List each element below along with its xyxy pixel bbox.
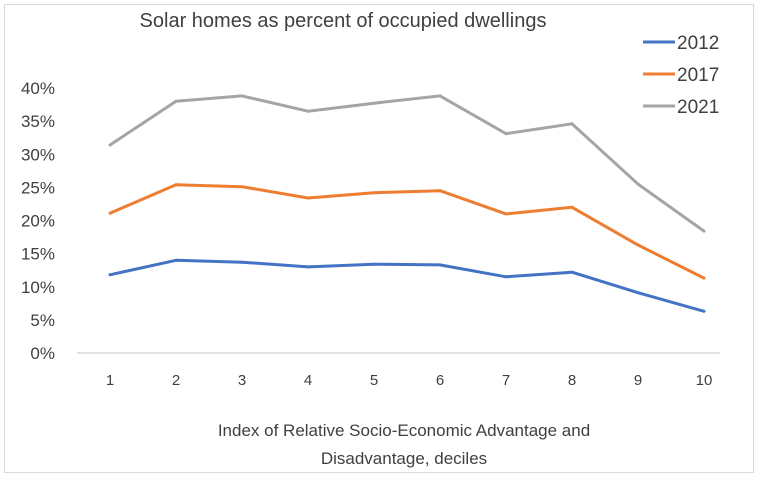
data-point-2017 (108, 211, 112, 215)
data-point-2017 (702, 276, 706, 280)
series-lines (108, 94, 706, 313)
data-point-2012 (306, 265, 310, 269)
legend-label: 2021 (677, 97, 719, 118)
legend-item-2012: 2012 (643, 33, 719, 54)
data-point-2017 (372, 191, 376, 195)
y-tick-label: 25% (21, 178, 55, 197)
y-tick-label: 20% (21, 212, 55, 231)
x-tick-label: 8 (568, 372, 576, 389)
x-tick-label: 5 (370, 372, 378, 389)
x-axis-label-line-1: Index of Relative Socio-Economic Advanta… (218, 421, 590, 440)
data-point-2017 (306, 196, 310, 200)
y-tick-label: 30% (21, 145, 55, 164)
x-tick-label: 9 (634, 372, 642, 389)
y-axis-ticks: 0% 5% 10% 15% 20% 25% 30% 35% 40% (21, 79, 55, 363)
data-point-2012 (240, 260, 244, 264)
data-point-2021 (702, 229, 706, 233)
data-point-2021 (372, 101, 376, 105)
x-tick-label: 6 (436, 372, 444, 389)
data-point-2012 (372, 262, 376, 266)
x-axis-ticks: 1 2 3 4 5 6 7 8 9 10 (106, 372, 713, 389)
data-point-2021 (174, 99, 178, 103)
data-point-2017 (504, 212, 508, 216)
y-tick-label: 10% (21, 278, 55, 297)
data-point-2017 (570, 205, 574, 209)
legend-item-2017: 2017 (643, 65, 719, 86)
x-tick-label: 1 (106, 372, 114, 389)
data-point-2012 (108, 273, 112, 277)
chart-title: Solar homes as percent of occupied dwell… (140, 10, 547, 32)
series-line-2021 (109, 94, 705, 233)
data-point-2017 (438, 189, 442, 193)
data-point-2012 (174, 258, 178, 262)
data-point-2012 (438, 263, 442, 267)
legend-label: 2012 (677, 33, 719, 54)
y-tick-label: 0% (30, 344, 55, 363)
y-tick-label: 5% (30, 311, 55, 330)
data-point-2012 (636, 291, 640, 295)
data-point-2017 (240, 185, 244, 189)
x-tick-label: 7 (502, 372, 510, 389)
data-point-2012 (570, 270, 574, 274)
data-point-2021 (504, 132, 508, 136)
data-point-2017 (636, 243, 640, 247)
data-point-2012 (504, 275, 508, 279)
data-point-2021 (306, 109, 310, 113)
data-point-2017 (174, 183, 178, 187)
data-point-2012 (702, 309, 706, 313)
y-tick-label: 35% (21, 112, 55, 131)
x-axis-label-line-2: Disadvantage, deciles (321, 449, 487, 468)
x-tick-label: 2 (172, 372, 180, 389)
y-tick-label: 40% (21, 79, 55, 98)
y-tick-label: 15% (21, 245, 55, 264)
series-line-2012 (109, 258, 705, 313)
data-point-2021 (240, 94, 244, 98)
data-point-2021 (108, 143, 112, 147)
x-tick-label: 4 (304, 372, 312, 389)
x-tick-label: 3 (238, 372, 246, 389)
x-tick-label: 10 (696, 372, 713, 389)
series-line-2017 (109, 183, 705, 280)
legend-label: 2017 (677, 65, 719, 86)
legend-item-2021: 2021 (643, 97, 719, 118)
data-point-2021 (570, 122, 574, 126)
data-point-2021 (636, 182, 640, 186)
legend: 2012 2017 2021 (643, 33, 719, 118)
data-point-2021 (438, 94, 442, 98)
